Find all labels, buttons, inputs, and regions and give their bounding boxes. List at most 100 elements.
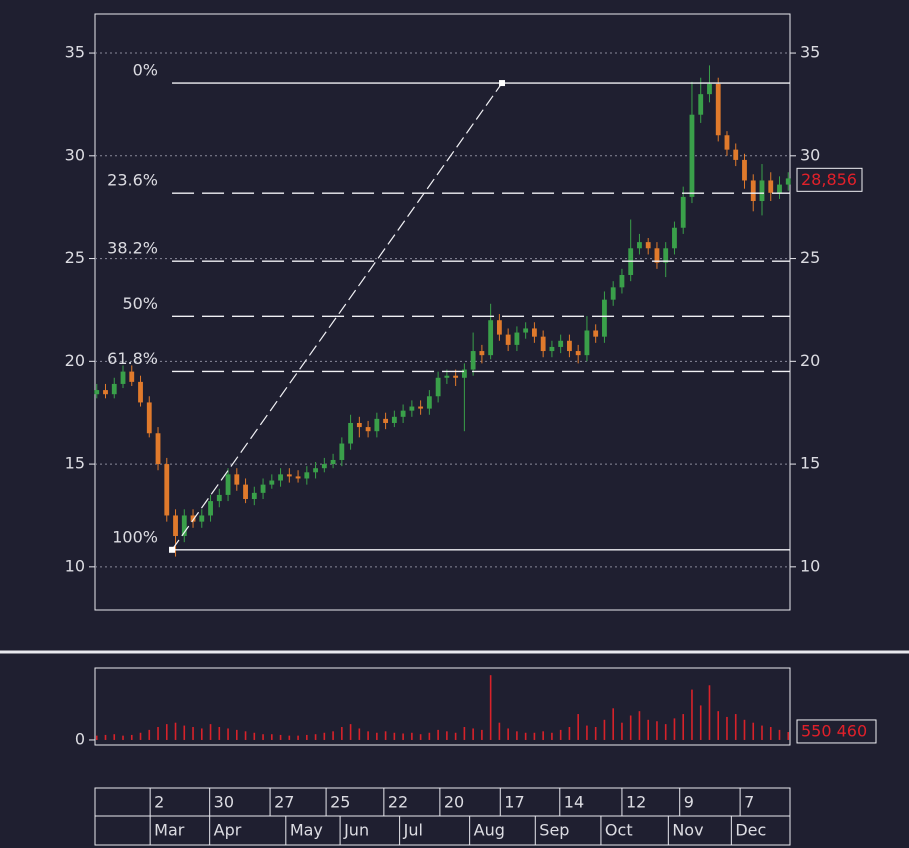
y-tick-label: 10	[65, 556, 85, 575]
candle-body	[173, 515, 178, 537]
candle-body	[724, 135, 730, 150]
volume-bar	[200, 728, 203, 740]
volume-bar	[236, 729, 238, 740]
candle-body	[111, 383, 117, 395]
candle-body	[444, 375, 450, 378]
volume-bar	[376, 732, 378, 740]
candle-body	[759, 180, 765, 202]
volume-bar	[507, 728, 509, 740]
volume-bar	[734, 714, 737, 740]
candle-body	[689, 114, 695, 197]
volume-bar	[332, 731, 334, 740]
candle-body	[426, 396, 432, 409]
month-label: Jun	[343, 821, 369, 840]
month-label: Dec	[735, 821, 766, 840]
candle-body	[768, 180, 774, 193]
day-label: 20	[444, 793, 464, 812]
candle-body	[356, 422, 362, 428]
candle-body	[199, 515, 205, 522]
candle-body	[637, 242, 642, 249]
volume-bar	[551, 732, 553, 740]
volume-bar	[157, 727, 159, 740]
day-label: 9	[684, 793, 694, 812]
volume-bar	[253, 732, 256, 740]
volume-bar	[621, 722, 623, 740]
y-tick-label-right: 20	[800, 351, 820, 370]
candle-body	[295, 476, 301, 479]
volume-bar	[568, 727, 571, 740]
candle-body	[400, 410, 406, 417]
fib-label: 61.8%	[107, 349, 158, 368]
month-label: May	[290, 821, 323, 840]
volume-bar	[437, 729, 439, 740]
volume-bar	[761, 725, 763, 740]
candle-body	[470, 351, 476, 370]
candle-body	[391, 416, 397, 423]
volume-bar	[594, 727, 597, 740]
last-volume-label: 550 460	[801, 721, 867, 740]
candle-body	[514, 332, 520, 345]
volume-bar	[454, 732, 457, 740]
candle-body	[602, 299, 607, 337]
candle-body	[251, 492, 257, 500]
candle-body	[672, 227, 677, 249]
candle-body	[120, 371, 126, 384]
volume-bar	[113, 734, 116, 740]
candle-body	[383, 418, 389, 423]
fib-label: 0%	[133, 61, 158, 80]
volume-bar	[402, 733, 404, 740]
volume-bar	[673, 718, 676, 740]
candle-body	[680, 196, 686, 228]
y-tick-label: 20	[65, 351, 85, 370]
candle-body	[339, 443, 345, 460]
volume-bar	[717, 711, 720, 740]
volume-bar	[647, 719, 649, 740]
volume-bar	[481, 729, 483, 740]
candle-body	[216, 494, 222, 502]
volume-bar	[516, 731, 518, 740]
day-label: 12	[626, 793, 646, 812]
volume-bar	[262, 734, 264, 740]
candle-body	[567, 340, 572, 352]
volume-bar	[358, 728, 361, 740]
day-label: 25	[330, 793, 350, 812]
volume-frame	[94, 667, 791, 746]
day-label: 14	[564, 793, 584, 812]
volume-bar	[411, 732, 413, 740]
candle-body	[785, 178, 791, 185]
candle-body	[348, 422, 353, 444]
candle-body	[190, 515, 196, 522]
candle-body	[103, 390, 108, 395]
volume-bar	[349, 724, 352, 740]
volume-tick-label: 0	[75, 729, 85, 748]
day-label: 22	[388, 793, 408, 812]
day-label: 17	[504, 793, 524, 812]
volume-bar	[104, 734, 107, 740]
y-tick-label-right: 25	[800, 248, 820, 267]
candle-body	[584, 330, 590, 356]
volume-bar	[559, 729, 562, 740]
y-tick-label: 25	[65, 248, 85, 267]
candle-body	[418, 406, 424, 409]
volume-bar	[656, 721, 658, 740]
candle-body	[593, 330, 599, 337]
candle-body	[286, 474, 292, 477]
y-tick-label: 35	[65, 43, 85, 62]
candle-body	[409, 406, 415, 411]
volume-bar	[743, 719, 746, 740]
volume-bar	[174, 722, 177, 740]
volume-bar	[472, 728, 474, 740]
volume-bar	[384, 731, 387, 740]
volume-bar	[271, 734, 273, 740]
candle-body	[146, 402, 152, 434]
candle-body	[777, 184, 782, 193]
candle-body	[532, 328, 537, 337]
candle-body	[321, 464, 327, 469]
volume-bar	[752, 722, 755, 740]
volume-bar	[603, 719, 606, 740]
last-volume-box	[796, 719, 877, 744]
volume-bar	[297, 735, 299, 740]
month-label: Oct	[605, 821, 633, 840]
candle-body	[750, 180, 756, 202]
candle-body	[225, 474, 231, 495]
